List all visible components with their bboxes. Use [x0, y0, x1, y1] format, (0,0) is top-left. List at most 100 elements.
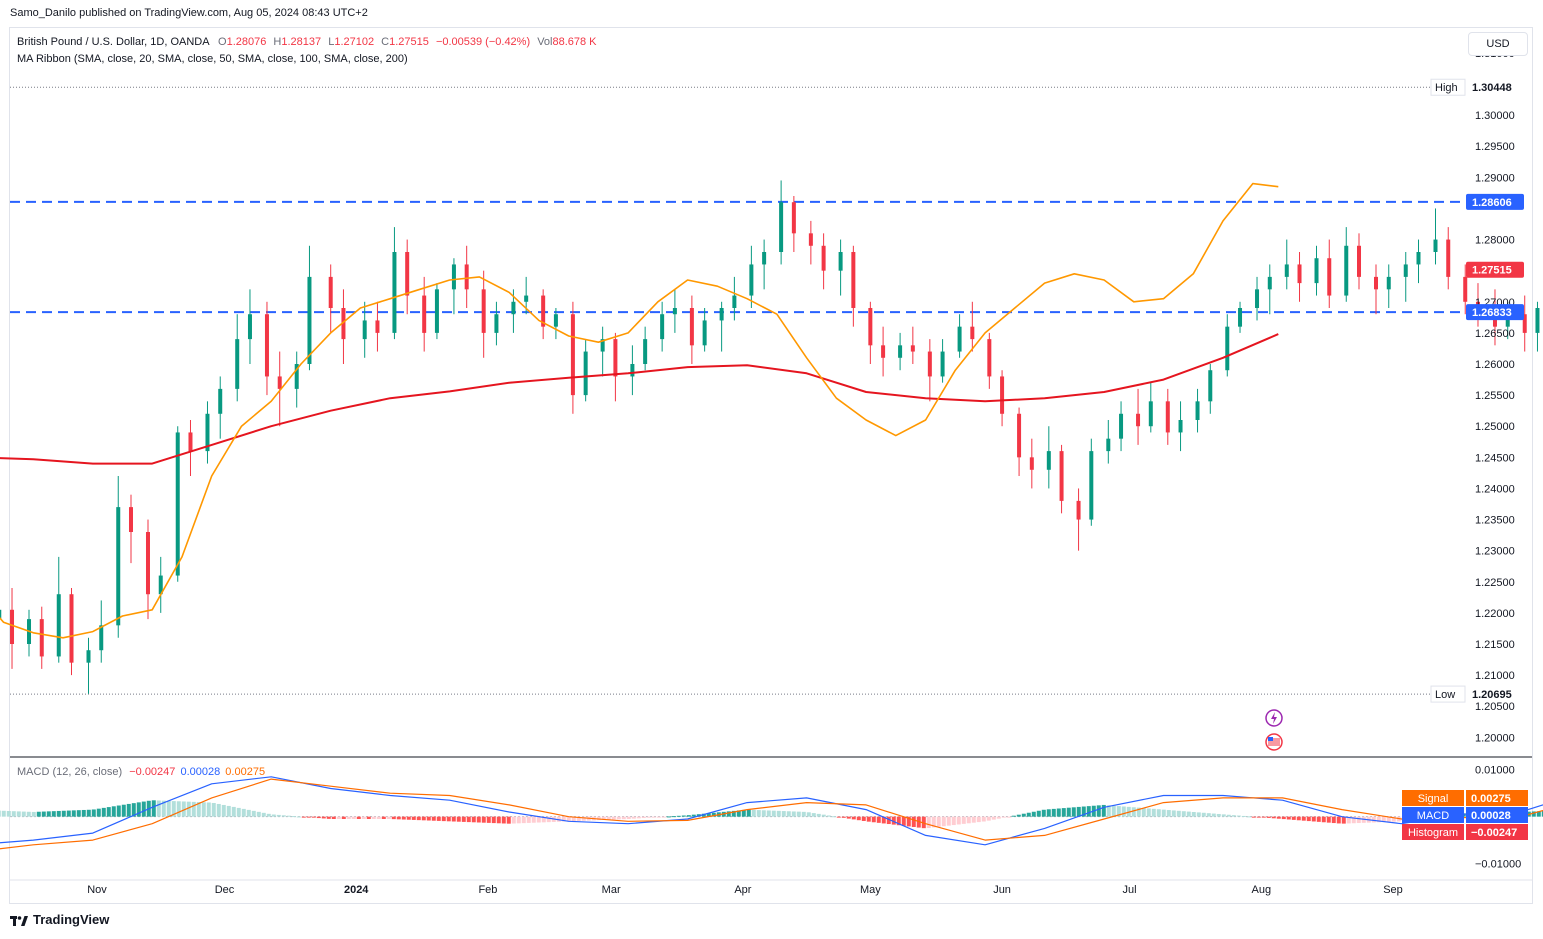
histogram-bar	[821, 814, 826, 817]
histogram-bar	[621, 816, 626, 820]
histogram-bar	[256, 811, 261, 817]
histogram-bar	[1306, 816, 1311, 822]
price-tick-label: 1.26000	[1475, 359, 1515, 371]
histogram-bar	[116, 805, 121, 817]
candle-body	[264, 314, 269, 377]
candle-body	[524, 295, 529, 302]
candle	[328, 264, 333, 333]
candle	[481, 270, 486, 358]
histogram-bar	[981, 816, 986, 822]
candle-body	[749, 264, 754, 296]
histogram-bar	[801, 811, 806, 817]
sma20-line	[0, 182, 1279, 639]
candle	[957, 314, 962, 358]
level-tag-value: 1.26833	[1472, 307, 1512, 319]
histogram-bar	[1206, 813, 1211, 817]
candle-body	[1238, 308, 1243, 327]
histogram-bar	[281, 815, 286, 817]
publisher-note: Samo_Danilo published on TradingView.com…	[10, 7, 368, 19]
histogram-bar	[536, 816, 541, 823]
candle	[927, 339, 932, 402]
histogram-bar	[876, 816, 881, 823]
candle	[1374, 264, 1379, 315]
lightning-event-bolt	[1271, 712, 1277, 724]
currency-button[interactable]: USD	[1468, 32, 1528, 56]
histogram-bar	[781, 811, 786, 817]
candle	[570, 301, 575, 414]
histogram-bar	[1256, 816, 1261, 818]
candle-body	[375, 320, 380, 333]
candle-body	[1059, 451, 1064, 501]
histogram-bar	[666, 816, 671, 818]
candle	[56, 556, 61, 663]
candle-body	[940, 351, 945, 377]
candle	[1195, 388, 1200, 433]
histogram-bar	[661, 816, 666, 818]
candle	[434, 283, 439, 340]
histogram-bar	[211, 802, 216, 817]
candle	[1119, 401, 1124, 452]
ma-ribbon-legend[interactable]: MA Ribbon (SMA, close, 20, SMA, close, 5…	[17, 53, 408, 65]
candle	[1089, 438, 1094, 526]
level-tag-value: 1.28606	[1472, 197, 1512, 209]
time-tick-label: 2024	[344, 884, 369, 896]
time-tick-label: Mar	[602, 884, 621, 896]
histogram-bar	[766, 810, 771, 817]
candle	[1017, 407, 1022, 476]
histogram-bar	[1041, 809, 1046, 817]
main-pane	[0, 86, 1540, 751]
price-tick-label: 1.21500	[1475, 639, 1515, 651]
histogram-bar	[76, 810, 81, 817]
histogram-bar	[1261, 816, 1266, 818]
vol-label: Vol	[537, 36, 553, 48]
histogram-bar	[251, 810, 256, 817]
histogram-bar	[141, 801, 146, 817]
histogram-bar	[846, 816, 851, 819]
histogram-bar	[1186, 811, 1191, 817]
histogram-bar	[501, 816, 506, 824]
candle	[630, 345, 635, 396]
histogram-bar	[1226, 814, 1231, 817]
candle-body	[702, 320, 707, 346]
macd-legend[interactable]: MACD (12, 26, close) −0.00247 0.00028 0.…	[17, 765, 265, 779]
candle-body	[881, 345, 886, 358]
histogram-bar	[1346, 816, 1351, 824]
us-flag-event-icon	[1265, 733, 1283, 751]
candle-body	[1505, 314, 1510, 327]
candle-body	[1267, 276, 1272, 290]
histogram-bar	[1, 810, 6, 817]
candle	[145, 519, 150, 620]
candle-body	[1284, 264, 1289, 277]
histogram-bar	[326, 816, 331, 819]
histogram-bar	[811, 813, 816, 817]
histogram-bar	[926, 816, 931, 829]
histogram-bar	[451, 816, 456, 822]
candle	[851, 245, 856, 327]
candle-body	[838, 252, 843, 271]
histogram-bar	[1181, 811, 1186, 817]
macd-tag-label-bg	[1402, 807, 1464, 823]
histogram-bar	[96, 808, 101, 817]
candle	[175, 426, 180, 582]
histogram-bar	[31, 811, 36, 817]
histogram-bar	[226, 805, 231, 817]
histogram-bar	[1246, 816, 1251, 818]
histogram-bar	[1321, 816, 1326, 823]
level-tag: 1.26833	[1466, 304, 1524, 321]
candle-body	[392, 252, 397, 333]
candle	[1357, 233, 1362, 290]
candle-body	[1416, 252, 1421, 265]
histogram-bar	[1111, 805, 1116, 817]
histogram-bar	[1371, 816, 1376, 823]
histogram-bar	[51, 811, 56, 817]
candle	[99, 600, 104, 663]
candle	[116, 476, 121, 638]
candle	[158, 556, 163, 613]
candle	[405, 239, 410, 315]
histogram-bar	[1081, 806, 1086, 817]
histogram-bar	[611, 816, 616, 820]
candle-body	[1327, 258, 1332, 296]
candle	[791, 196, 796, 252]
histogram-bar	[936, 816, 941, 827]
